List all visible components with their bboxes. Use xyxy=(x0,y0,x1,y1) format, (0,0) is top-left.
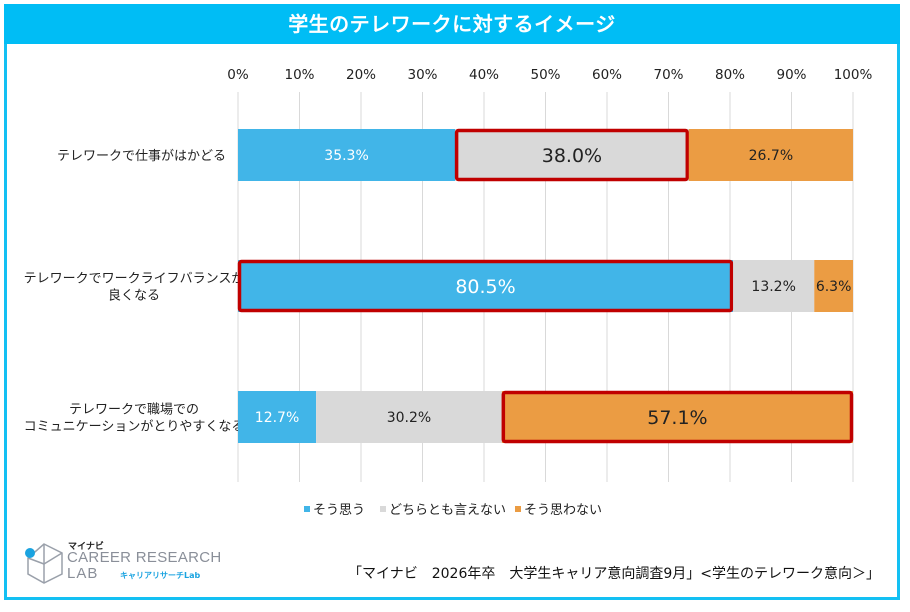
x-axis-ticks: 0% 10% 20% 30% 40% 50% 60% 70% 80% 90% 100% xyxy=(227,67,872,83)
category-labels: テレワークで仕事がはかどるテレワークでワークライフバランスが良くなるテレワークで… xyxy=(24,149,245,435)
bar-segment xyxy=(501,391,853,443)
x-tick-label: 40% xyxy=(469,67,499,83)
legend-label: そう思わない xyxy=(524,503,602,518)
bar-segment xyxy=(238,260,734,312)
data-label: 35.3% xyxy=(324,148,368,164)
logo-kana: キャリアリサーチLab xyxy=(120,571,201,580)
logo-line1: CAREER RESEARCH xyxy=(67,549,222,566)
data-labels: 35.3% 38.0% 26.7% 80.5% 13.2% 6.3% 12.7% 30.2% 5… xyxy=(255,145,852,429)
logo-line2: LAB xyxy=(67,565,99,582)
legend-swatch xyxy=(515,506,521,512)
x-tick-label: 80% xyxy=(715,67,745,83)
bar-segment xyxy=(733,260,815,312)
category-label: テレワークで職場でのコミュニケーションがとりやすくなる xyxy=(24,403,245,435)
category-label: テレワークで仕事がはかどる xyxy=(57,149,226,164)
logo-brand-small: マイナビ xyxy=(68,542,104,552)
legend: そう思う どちらとも言えない そう思わない xyxy=(304,503,602,518)
legend-swatch xyxy=(304,506,310,512)
bar-segment xyxy=(688,129,853,181)
data-label: 57.1% xyxy=(647,407,707,429)
highlight-box xyxy=(237,259,734,313)
x-tick-label: 10% xyxy=(284,67,314,83)
x-tick-label: 50% xyxy=(530,67,560,83)
bar-segment xyxy=(238,129,456,181)
category-label-line: 良くなる xyxy=(108,288,160,304)
data-label: 38.0% xyxy=(542,145,602,167)
source-note: 「マイナビ 2026年卒 大学生キャリア意向調査9月」<学生のテレワーク意向＞」 xyxy=(348,566,880,582)
bars xyxy=(237,128,854,444)
legend-label: そう思う xyxy=(313,503,365,518)
legend-label: どちらとも言えない xyxy=(389,503,506,518)
x-tick-label: 30% xyxy=(407,67,437,83)
data-label: 26.7% xyxy=(749,148,793,164)
highlight-box xyxy=(454,128,690,182)
category-label-line: コミュニケーションがとりやすくなる xyxy=(24,420,245,435)
x-tick-label: 90% xyxy=(776,67,806,83)
x-tick-label: 100% xyxy=(834,67,873,83)
bar-segment xyxy=(814,260,853,312)
x-tick-label: 20% xyxy=(346,67,376,83)
bar-segment xyxy=(455,129,689,181)
x-tick-label: 60% xyxy=(592,67,622,83)
bar-segment xyxy=(316,391,502,443)
career-research-lab-logo: マイナビ CAREER RESEARCH LAB キャリアリサーチLab xyxy=(22,536,222,586)
category-label-line: テレワークで仕事がはかどる xyxy=(57,149,226,164)
category-label: テレワークでワークライフバランスが良くなる xyxy=(24,272,245,304)
data-label: 12.7% xyxy=(255,410,299,426)
data-label: 80.5% xyxy=(455,276,515,298)
highlight-box xyxy=(501,390,854,444)
data-label: 30.2% xyxy=(387,410,431,426)
bar-segment xyxy=(238,391,317,443)
category-label-line: テレワークでワークライフバランスが xyxy=(24,272,245,287)
chart-title: 学生のテレワークに対するイメージ xyxy=(4,4,900,44)
x-tick-label: 70% xyxy=(653,67,683,83)
legend-swatch xyxy=(380,506,386,512)
x-tick-label: 0% xyxy=(227,67,249,83)
data-label: 6.3% xyxy=(816,279,852,295)
data-label: 13.2% xyxy=(751,279,795,295)
logo-cube-icon xyxy=(25,543,63,584)
category-label-line: テレワークで職場での xyxy=(69,403,199,418)
